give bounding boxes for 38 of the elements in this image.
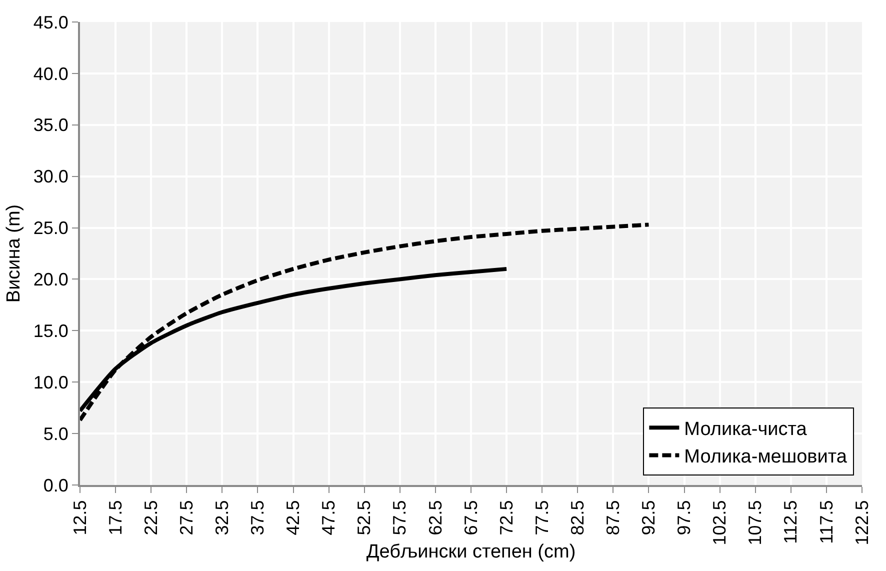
x-tick-label: 32.5 xyxy=(212,500,232,536)
y-tick-label: 25.0 xyxy=(33,218,68,238)
y-tick-label: 30.0 xyxy=(33,166,68,187)
legend-label: Молика-чиста xyxy=(684,419,808,440)
y-tick-label: 5.0 xyxy=(43,424,68,444)
x-tick-label: 77.5 xyxy=(532,500,552,536)
y-tick-label: 10.0 xyxy=(33,372,68,392)
y-tick-label: 0.0 xyxy=(43,475,68,496)
x-tick-label: 12.5 xyxy=(70,500,90,536)
x-tick-label: 72.5 xyxy=(496,500,516,536)
x-tick-label: 27.5 xyxy=(176,500,196,536)
x-tick-label: 22.5 xyxy=(140,500,161,536)
x-tick-label: 97.5 xyxy=(674,500,694,536)
x-tick-label: 62.5 xyxy=(425,500,446,536)
x-tick-label: 107.5 xyxy=(745,500,766,546)
x-tick-label: 47.5 xyxy=(318,500,339,536)
y-tick-label: 35.0 xyxy=(33,115,68,136)
x-tick-label: 52.5 xyxy=(354,500,374,536)
x-tick-label: 92.5 xyxy=(638,500,659,536)
y-tick-label: 40.0 xyxy=(33,64,68,84)
x-tick-label: 117.5 xyxy=(816,500,836,544)
x-tick-label: 42.5 xyxy=(283,500,304,536)
y-tick-label: 45.0 xyxy=(33,12,68,32)
x-tick-label: 67.5 xyxy=(460,500,481,536)
x-tick-label: 102.5 xyxy=(710,500,730,546)
line-series xyxy=(80,222,651,422)
x-tick-label: 122.5 xyxy=(852,500,872,546)
y-axis-title: Висина (m) xyxy=(4,204,25,303)
x-tick-label: 17.5 xyxy=(105,500,126,536)
x-tick-label: 87.5 xyxy=(603,500,624,536)
x-tick-label: 57.5 xyxy=(390,500,410,536)
y-tick-label: 15.0 xyxy=(33,320,68,341)
y-tick-label: 20.0 xyxy=(33,270,68,290)
x-tick-label: 37.5 xyxy=(248,500,268,536)
x-axis-title: Дебљински степен (cm) xyxy=(366,542,576,563)
legend-label: Молика-мешовита xyxy=(684,446,848,468)
x-tick-label: 82.5 xyxy=(567,500,588,536)
x-tick-label: 112.5 xyxy=(780,500,801,544)
